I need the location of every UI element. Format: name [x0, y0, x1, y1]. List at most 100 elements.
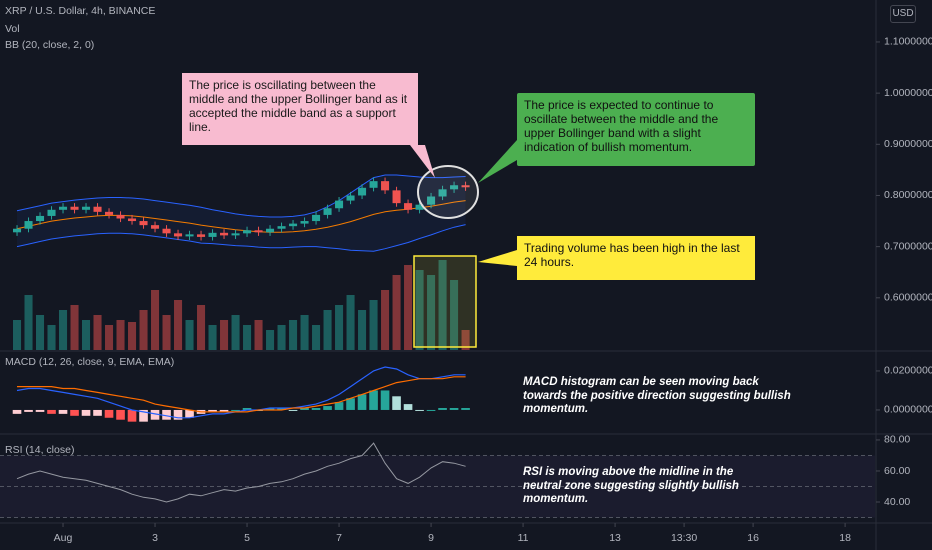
- currency-button[interactable]: USD: [890, 5, 916, 23]
- candle-body: [197, 234, 206, 237]
- annotation: The price is oscillating between the mid…: [182, 73, 418, 145]
- candle-body: [70, 206, 79, 210]
- volume-bar: [59, 310, 68, 350]
- bb-upper: [16, 174, 466, 218]
- candle-body: [24, 221, 33, 229]
- volume-bar: [116, 320, 125, 350]
- macd-histogram-bar: [242, 408, 252, 410]
- annotation: MACD histogram can be seen moving back t…: [523, 376, 791, 415]
- volume-bar: [335, 305, 344, 350]
- volume-bar: [220, 320, 229, 350]
- candle-body: [220, 232, 229, 236]
- bb-fill: [17, 175, 466, 252]
- macd-histogram-bar: [334, 402, 344, 410]
- volume-bar: [461, 330, 470, 350]
- x-tick-label: 5: [244, 532, 250, 544]
- candle-body: [59, 206, 68, 210]
- highlight-box: [413, 255, 477, 348]
- macd-histogram-bar: [93, 409, 102, 416]
- candle-body: [116, 214, 125, 219]
- macd-histogram-bar: [127, 409, 137, 422]
- annotation: Trading volume has been high in the last…: [517, 236, 755, 280]
- volume-bar: [93, 315, 102, 350]
- macd-histogram-bar: [173, 409, 183, 420]
- macd-histogram-bar: [81, 409, 91, 416]
- y-tick-label: 0.02000000: [884, 365, 932, 377]
- candle-body: [231, 233, 240, 236]
- candle-body: [208, 232, 217, 237]
- x-tick-label: 18: [839, 532, 851, 544]
- candle-body: [358, 187, 367, 196]
- macd-histogram-bar: [70, 409, 79, 416]
- volume-bar: [427, 275, 436, 350]
- annotation: The price is expected to continue to osc…: [517, 93, 755, 166]
- macd-histogram-bar: [461, 408, 470, 410]
- macd-histogram-bar: [35, 409, 45, 412]
- volume-bar: [346, 295, 355, 350]
- rsi-line: [16, 442, 466, 503]
- y-tick-label: 80.00: [884, 434, 910, 446]
- y-tick-label: 1.10000000: [884, 36, 932, 48]
- y-tick-label: 60.00: [884, 465, 910, 477]
- candle-body: [346, 195, 355, 201]
- x-tick-label: 13: [609, 532, 621, 544]
- y-tick-label: 40.00: [884, 496, 910, 508]
- x-tick-label: Aug: [54, 532, 73, 544]
- volume-bar: [162, 315, 171, 350]
- annotation: RSI is moving above the midline in the n…: [523, 466, 739, 505]
- macd-histogram-bar: [219, 409, 229, 412]
- volume-bar: [438, 260, 447, 350]
- candle-body: [381, 181, 390, 191]
- x-tick-label: 16: [747, 532, 759, 544]
- macd-histogram-bar: [12, 409, 22, 414]
- candle-body: [266, 228, 275, 233]
- callout-pointer: [410, 145, 435, 178]
- candle-body: [277, 226, 286, 229]
- macd-histogram-bar: [58, 409, 68, 414]
- candle-body: [289, 223, 298, 227]
- volume-bar: [128, 322, 137, 350]
- volume-bar: [82, 320, 91, 350]
- volume-bar: [12, 320, 22, 350]
- volume-bar: [243, 325, 252, 350]
- volume-bar: [369, 300, 378, 350]
- macd-histogram-bar: [104, 409, 114, 418]
- candle-body: [312, 214, 321, 222]
- candle-body: [323, 208, 332, 215]
- macd-label: MACD (12, 26, close, 9, EMA, EMA): [5, 356, 175, 368]
- candle-body: [151, 225, 160, 229]
- macd-histogram-bar: [311, 408, 321, 410]
- macd-histogram-bar: [288, 409, 298, 411]
- volume-bar: [381, 290, 390, 350]
- volume-bar: [404, 265, 413, 350]
- macd-histogram-bar: [208, 409, 217, 412]
- x-tick-label: 11: [518, 532, 529, 544]
- candle-body: [82, 206, 91, 210]
- volume-bar: [24, 295, 33, 350]
- bb-lower: [16, 224, 466, 252]
- candle-body: [128, 218, 137, 222]
- macd-histogram-bar: [426, 409, 436, 411]
- candle-body: [369, 181, 378, 188]
- macd-histogram-bar: [380, 390, 390, 410]
- volume-bar: [415, 270, 424, 350]
- rsi-label: RSI (14, close): [5, 444, 75, 456]
- volume-bar: [197, 305, 206, 350]
- macd-histogram-bar: [185, 409, 194, 418]
- signal-line: [17, 376, 466, 413]
- macd-histogram-bar: [231, 409, 240, 411]
- x-tick-label: 9: [428, 532, 434, 544]
- volume-bar: [254, 320, 263, 350]
- macd-histogram-bar: [265, 408, 275, 410]
- candle-body: [12, 228, 22, 233]
- y-tick-label: 0.90000000: [884, 138, 932, 150]
- volume-bar: [300, 315, 309, 350]
- volume-bar: [392, 275, 401, 350]
- candle-body: [392, 190, 401, 204]
- macd-histogram-bar: [323, 406, 332, 410]
- volume-bar: [289, 320, 298, 350]
